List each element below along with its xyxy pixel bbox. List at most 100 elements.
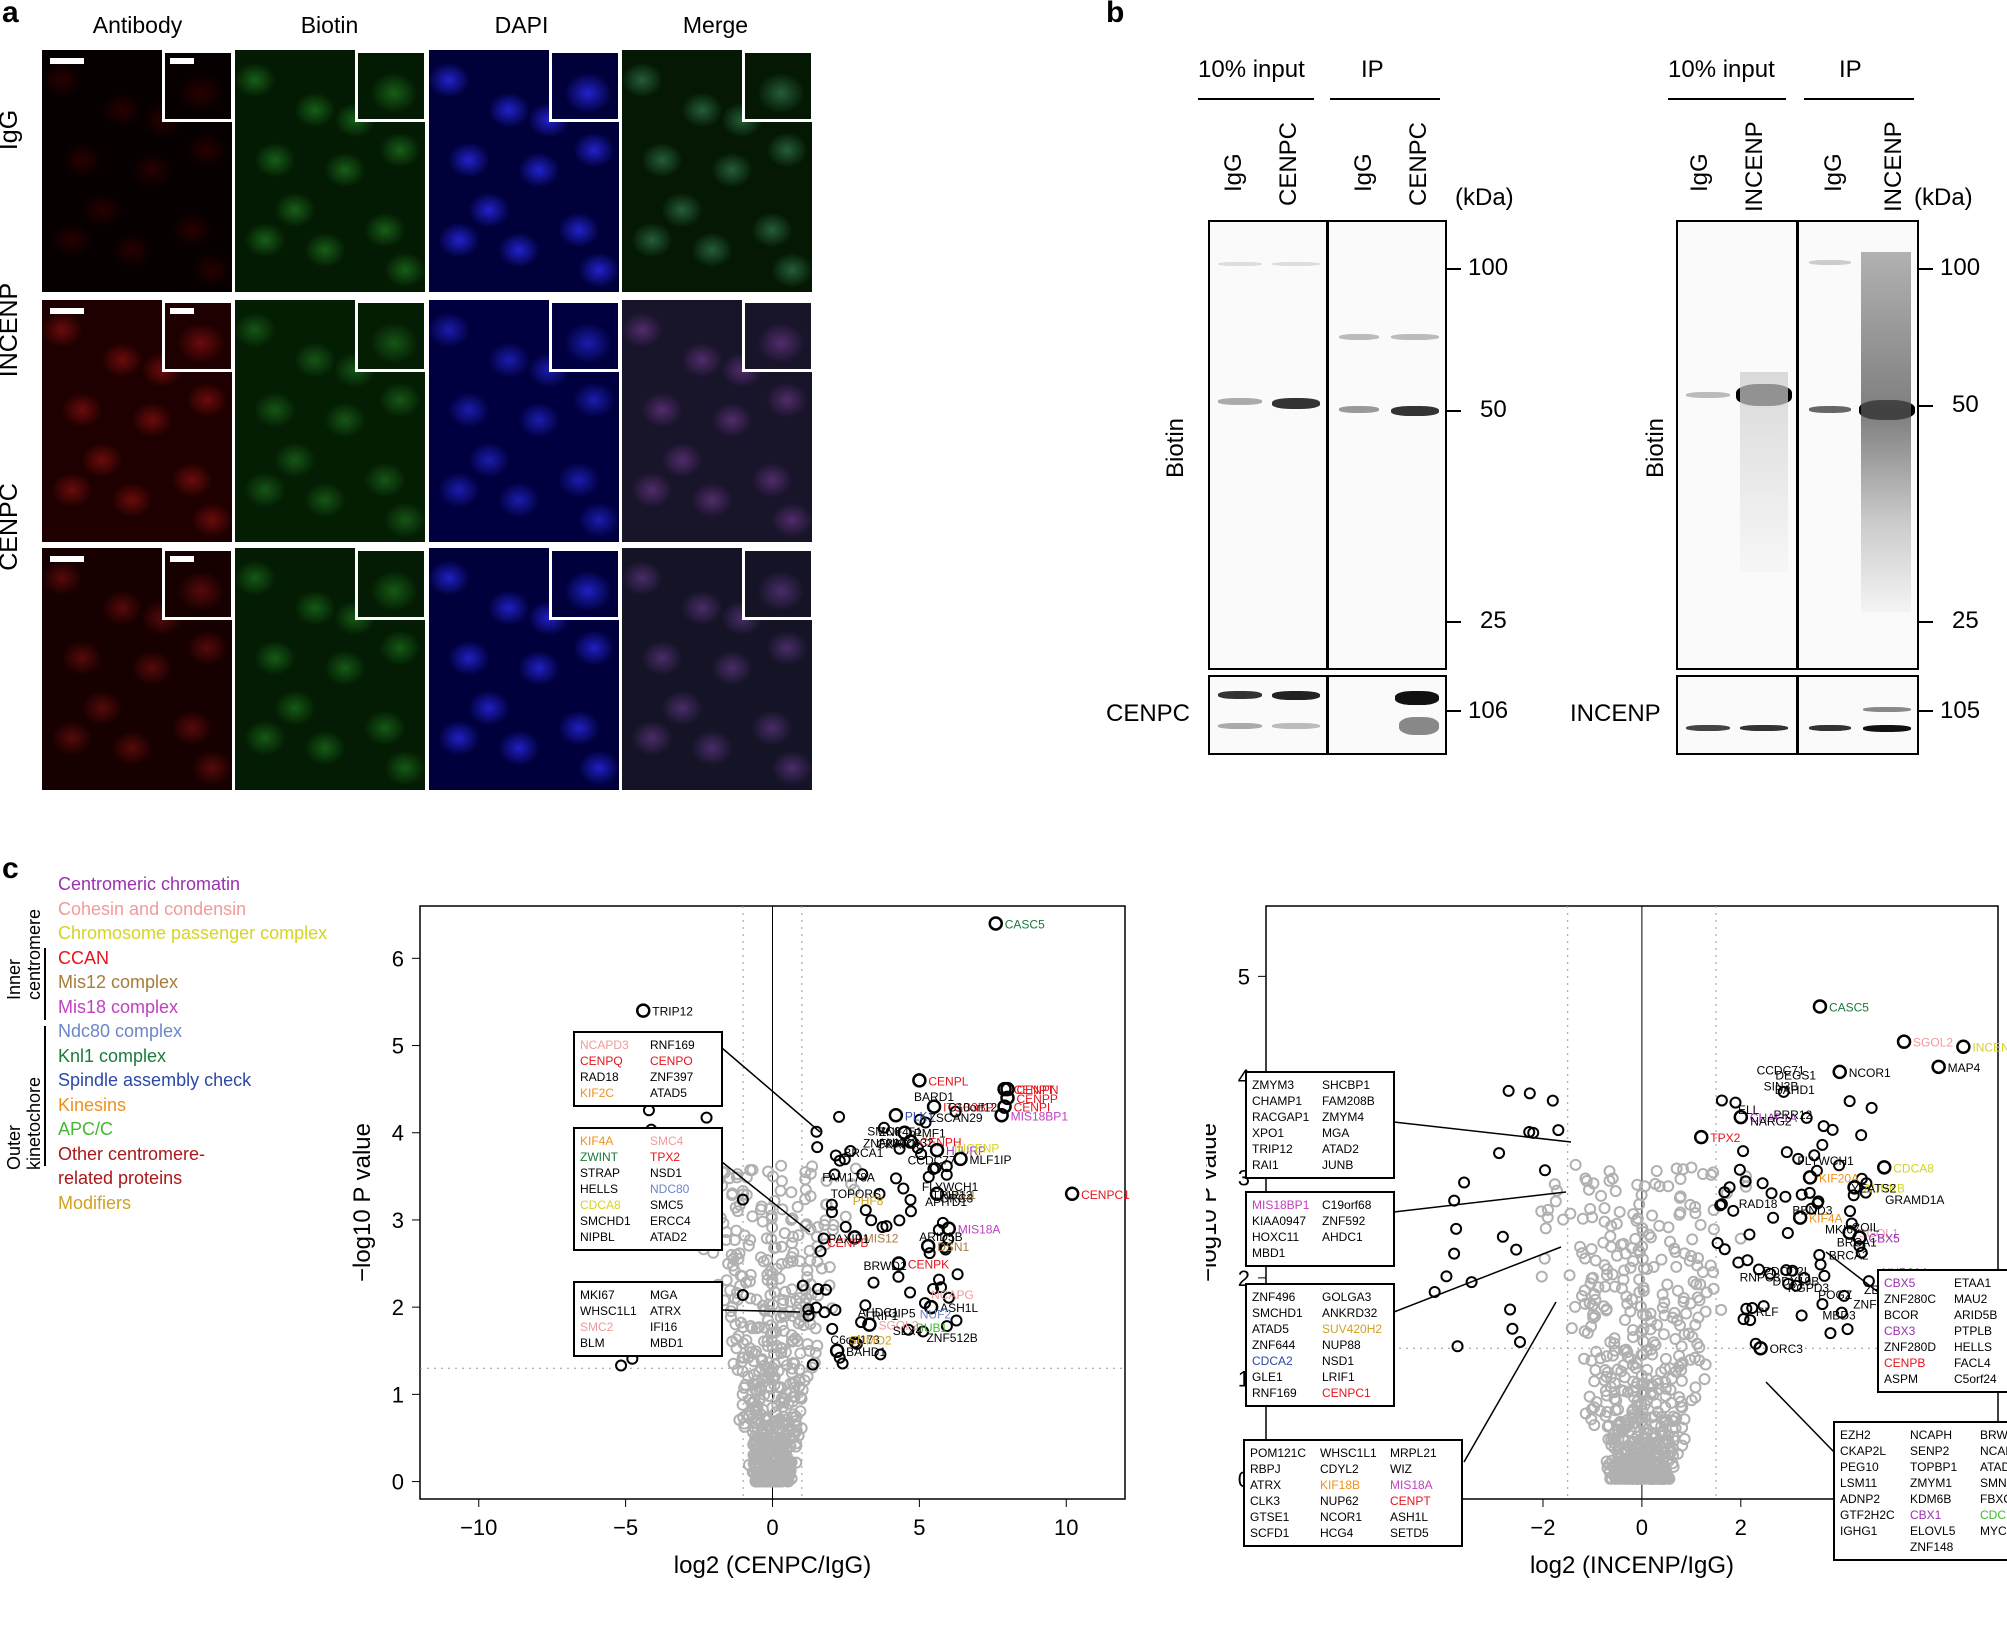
row-head-incenp: INCENP [0, 282, 23, 378]
label-box: KIF4A SMC4 ZWINT TPX2 STRAP NSD1 HELLS NDC80 CDC… [573, 1127, 811, 1251]
significant-point [1440, 1270, 1453, 1283]
significant-point [933, 1273, 946, 1286]
data-point [1658, 1362, 1671, 1375]
data-point [766, 1459, 779, 1472]
data-point [1704, 1259, 1717, 1272]
label-box-entry: SCFD1 [1250, 1526, 1290, 1540]
data-point [757, 1432, 770, 1445]
data-point [775, 1159, 788, 1172]
label-box-entry: FAM208B [1322, 1094, 1375, 1108]
point-label: TRIP12 [652, 1005, 693, 1019]
data-point [787, 1230, 800, 1243]
point-label: BAHD1 [846, 1345, 886, 1359]
leader-line [721, 1161, 811, 1233]
data-point [1676, 1439, 1689, 1452]
data-point [811, 1339, 824, 1352]
data-point [761, 1254, 774, 1267]
point-label: CHAF1A [1750, 1111, 1797, 1125]
label-box-entry: ZNF644 [1252, 1338, 1296, 1352]
data-point [730, 1342, 743, 1355]
significant-point [817, 1232, 830, 1245]
data-point [728, 1264, 741, 1277]
label-box-entry: RAI1 [1252, 1158, 1279, 1172]
data-point [1557, 1213, 1570, 1226]
data-point [759, 1411, 772, 1424]
data-point [1563, 1269, 1576, 1282]
data-point [1739, 1180, 1752, 1193]
significant-point [1816, 1138, 1829, 1151]
label-box-entry: MBD1 [650, 1336, 684, 1350]
data-point [1586, 1299, 1599, 1312]
data-point [1656, 1301, 1669, 1314]
y-tick-label: 2 [392, 1295, 404, 1320]
y-tick-label: 6 [392, 946, 404, 971]
wb-right-input-label: 10% input [1668, 56, 1775, 83]
data-point [794, 1347, 807, 1360]
label-box-entry: CLK3 [1250, 1494, 1280, 1508]
label-box-entry: HCG4 [1320, 1526, 1354, 1540]
leader-line [1825, 1251, 1879, 1293]
label-box-entry: ZMYM4 [1322, 1110, 1364, 1124]
label-box-entry: ATAD5 [650, 1086, 687, 1100]
data-point [742, 1239, 755, 1252]
data-point [791, 1200, 804, 1213]
y-axis-label: −log10 P value [349, 1123, 376, 1282]
label-box-entry: RACGAP1 [1252, 1110, 1310, 1124]
data-point [1549, 1195, 1562, 1208]
point-label: MAP4 [1948, 1061, 1981, 1075]
significant-point [951, 1268, 964, 1281]
significant-point [1450, 1222, 1463, 1235]
data-point [1617, 1237, 1630, 1250]
point-label: MIS18A [958, 1223, 1001, 1237]
data-point [1677, 1295, 1690, 1308]
significant-point [1844, 1205, 1857, 1218]
data-point [1636, 1378, 1649, 1391]
significant-point [856, 1168, 869, 1181]
label-box-entry: HELLS [580, 1182, 618, 1196]
data-point [750, 1469, 763, 1482]
significant-point [1817, 1120, 1830, 1133]
significant-point [1853, 1240, 1866, 1253]
data-point [1600, 1350, 1613, 1363]
data-point [1686, 1330, 1699, 1343]
data-point [1585, 1272, 1598, 1285]
data-point [1685, 1394, 1698, 1407]
data-point [1584, 1203, 1597, 1216]
data-point [1667, 1460, 1680, 1473]
point-label: MLF1IP [970, 1153, 1012, 1167]
label-box-entry: GTF2H2C [1840, 1508, 1895, 1522]
label-box-entry: MYC [1980, 1524, 2007, 1538]
significant-point [1538, 1164, 1551, 1177]
data-point [768, 1194, 781, 1207]
significant-point [802, 1309, 815, 1322]
data-point [1675, 1340, 1688, 1353]
label-box-entry: SETD5 [1390, 1526, 1429, 1540]
label-box-frame [573, 1127, 723, 1251]
significant-point [819, 1283, 832, 1296]
data-point [725, 1248, 738, 1261]
data-point [1649, 1418, 1662, 1431]
labeled-point [912, 1073, 927, 1088]
label-box-entry: ZWINT [580, 1150, 619, 1164]
significant-point [950, 1314, 963, 1327]
data-point [804, 1254, 817, 1267]
labeled-point [1733, 1109, 1749, 1125]
significant-point [796, 1279, 809, 1292]
data-point [1636, 1404, 1649, 1417]
data-point [1638, 1471, 1651, 1484]
significant-point [1458, 1176, 1471, 1189]
label-box-entry: NCAPH [1910, 1428, 1952, 1442]
significant-point [736, 1193, 749, 1206]
data-point [1595, 1189, 1608, 1202]
labeled-point [953, 1151, 968, 1167]
data-point [791, 1334, 804, 1347]
label-box-entry: ZNF280D [1884, 1340, 1936, 1354]
label-box-frame [1245, 1191, 1395, 1267]
point-label: OIP5 [888, 1306, 916, 1320]
significant-point [897, 1182, 910, 1195]
data-point [804, 1317, 817, 1330]
labeled-point [1847, 1180, 1862, 1195]
inset-zoom [162, 300, 234, 372]
significant-point [1714, 1199, 1727, 1212]
point-label: MIS18BP1 [1011, 1109, 1069, 1123]
